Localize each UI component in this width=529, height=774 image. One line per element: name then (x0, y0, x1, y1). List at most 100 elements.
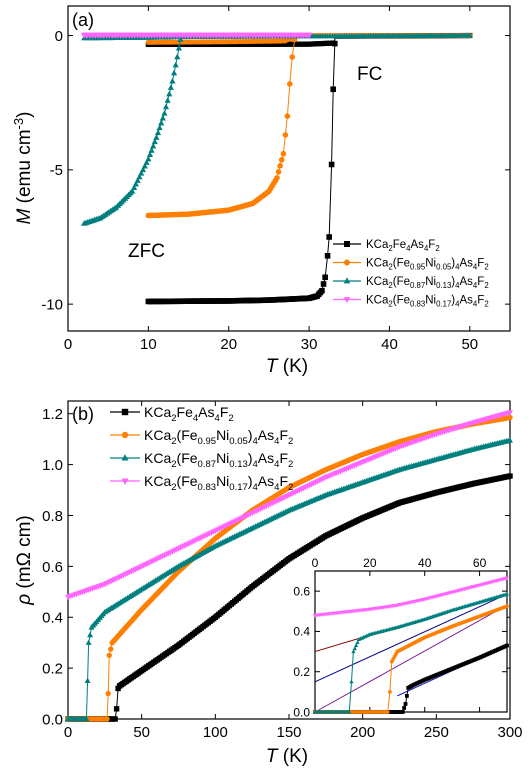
inset-y-tick-label: 0.0 (293, 705, 310, 719)
panel-b-series-x05-point (104, 716, 110, 722)
inset-x-tick-label: 0 (312, 556, 319, 570)
panel-a-series-x13-zfc-point (162, 103, 170, 110)
panel-b-series-x13-point (85, 639, 92, 645)
panel-a-legend-marker (344, 259, 350, 266)
inset-x-tick-label: 60 (473, 556, 487, 570)
panel-a-series-x13-zfc-point (146, 151, 154, 158)
panel-a-legend: KCa2Fe4As4F2 KCa2(Fe0.95Ni0.05)4As4F2 KCa2… (333, 239, 489, 309)
panel-a-magnetization: 0 10 20 30 40 50 0 -5 -10 (a) FC ZFC T (K) M (emu cm-… (11, 5, 511, 377)
inset-x-tick-label: 20 (363, 556, 377, 570)
panel-b-y-tick-label: 0.8 (42, 508, 63, 525)
panel-b-legend-label: KCa2(Fe0.83Ni0.17)4As4F2 (144, 473, 293, 493)
inset-series-x0-point (505, 643, 509, 648)
panel-a-series-x0-zfc-point (326, 234, 332, 240)
panel-b-x-tick-label: 200 (350, 724, 375, 741)
panel-a-series-x13-zfc-line (83, 39, 182, 225)
panel-b-series-x13-point (87, 631, 94, 638)
panel-b-series-x0-point (113, 706, 120, 712)
panel-b-series-x13-point (83, 715, 90, 722)
panel-a-legend-label: KCa2(Fe0.95Ni0.05)4As4F2 (366, 258, 489, 272)
panel-a-series-x05-zfc-point (278, 156, 285, 163)
panel-b-y-tick-label: 1.0 (42, 457, 63, 474)
inset-series-x17-point (504, 576, 510, 581)
panel-a-legend-marker (343, 297, 351, 304)
inset-y-tick-label: 0.2 (293, 665, 310, 679)
panel-a-series-x0-zfc-point (322, 274, 328, 281)
panel-b-x-tick-label: 50 (133, 724, 150, 741)
panel-a-series-x05-zfc-point (284, 113, 291, 119)
panel-a-series-x13-zfc-point (136, 173, 143, 180)
panel-a-series-x13-zfc-point (145, 155, 152, 162)
panel-a-series-x05-zfc-point (275, 169, 282, 175)
inset-series-x13-point (349, 679, 354, 684)
inset-series-x05-point (387, 689, 392, 694)
panel-a-series-x13-zfc-point (156, 124, 163, 131)
panel-b-legend-marker (121, 431, 129, 439)
panel-a-x-tick-label: 30 (301, 336, 318, 353)
panel-b-series-x13-point (84, 677, 91, 683)
panel-a-series-x13-zfc-point (167, 84, 174, 90)
panel-b-x-tick-label: 250 (424, 724, 449, 741)
panel-a-x-tick-label: 10 (140, 336, 157, 353)
panel-a-series-x13-zfc-point (172, 61, 179, 68)
inset-series-x0-point (400, 710, 405, 714)
panel-b-legend-label: KCa2Fe4As4F2 (144, 404, 234, 424)
panel-b-y-axis-label: ρ (mΩ cm) (14, 515, 35, 605)
inset-series-x05-point (385, 710, 390, 714)
panel-b-series-x05-point (105, 690, 111, 697)
inset-series-x13-point (354, 643, 359, 648)
panel-a-series-x05-zfc-point (277, 163, 283, 169)
annotation-zfc: ZFC (128, 241, 165, 262)
panel-a-legend-marker (344, 241, 350, 247)
panel-a-series-x05-zfc-point (274, 175, 280, 181)
panel-a-x-axis-label: T (K) (266, 356, 308, 377)
panel-a-series-x13-zfc-point (134, 177, 141, 183)
panel-a-series-x13-zfc-point (161, 110, 168, 116)
panel-a-legend-label: KCa2Fe4As4F2 (366, 239, 440, 253)
panel-b-resistivity: 0 50 100 150 200 250 3000.00.20.40.60.81.01.2(… (14, 400, 523, 767)
panel-a-series-x0-zfc-point (319, 287, 325, 294)
panel-b-x-tick-label: 0 (64, 724, 72, 741)
panel-a-series-x13-zfc-point (130, 184, 138, 190)
panel-a-legend-label: KCa2(Fe0.87Ni0.13)4As4F2 (366, 276, 489, 290)
panel-b-inset: 0 20 40 60 0.0 0.2 0.4 0.6 (293, 556, 510, 719)
inset-series-x0-point (403, 702, 408, 706)
panel-a-series-x13-zfc-point (138, 170, 145, 176)
panel-a-y-tick-label: 0 (55, 28, 63, 45)
panel-a-x-tick-label: 0 (64, 336, 72, 353)
inset-series-x13-point (355, 640, 360, 645)
panel-b-y-tick-label: 0.6 (42, 559, 63, 576)
panel-a-series-x13-zfc-point (150, 142, 157, 149)
inset-series-x05-point (505, 604, 509, 609)
panel-b-legend-marker (121, 408, 129, 416)
annotation-fc: FC (357, 64, 382, 85)
panel-b-series-x17-point (507, 410, 513, 416)
panel-a-series-x05-zfc-point (289, 54, 296, 60)
inset-series-x13-point (347, 709, 352, 714)
panel-a-series-x0-zfc-point (328, 161, 335, 168)
panel-a-x-tick-label: 40 (381, 336, 398, 353)
panel-a-series-x0-fc-point (330, 40, 336, 46)
inset-fit-line (314, 593, 508, 683)
panel-a-series-x13-zfc-point (139, 166, 147, 173)
panel-a-series-x13-zfc-point (164, 97, 171, 103)
panel-a-series-x13-zfc-point (174, 53, 181, 60)
panel-b-y-tick-label: 0.2 (42, 661, 63, 678)
panel-b-x-tick-label: 150 (276, 724, 301, 741)
inset-series-x13-point (352, 646, 357, 651)
inset-series-x13-point (351, 649, 356, 654)
inset-fit-line (314, 604, 508, 713)
panel-a-series-x0-zfc-line (148, 43, 336, 302)
panel-a-y-tick-label: -5 (50, 162, 63, 179)
panel-a-series-x13-zfc-point (132, 180, 139, 187)
panel-b-legend-marker (121, 478, 129, 485)
panel-b-x-axis-label: T (K) (266, 746, 308, 767)
panel-b-legend-marker (121, 454, 129, 461)
panel-a-series-x13-zfc-point (153, 134, 160, 140)
panel-b-legend-label: KCa2(Fe0.95Ni0.05)4As4F2 (144, 427, 293, 447)
inset-y-tick-label: 0.4 (293, 625, 310, 639)
panel-b-series-x0-point (112, 716, 118, 722)
panel-a-series-x13-zfc-point (148, 147, 155, 153)
panel-a-series-x13-zfc-point (141, 162, 148, 169)
panel-a-y-tick-label: -10 (41, 297, 63, 314)
